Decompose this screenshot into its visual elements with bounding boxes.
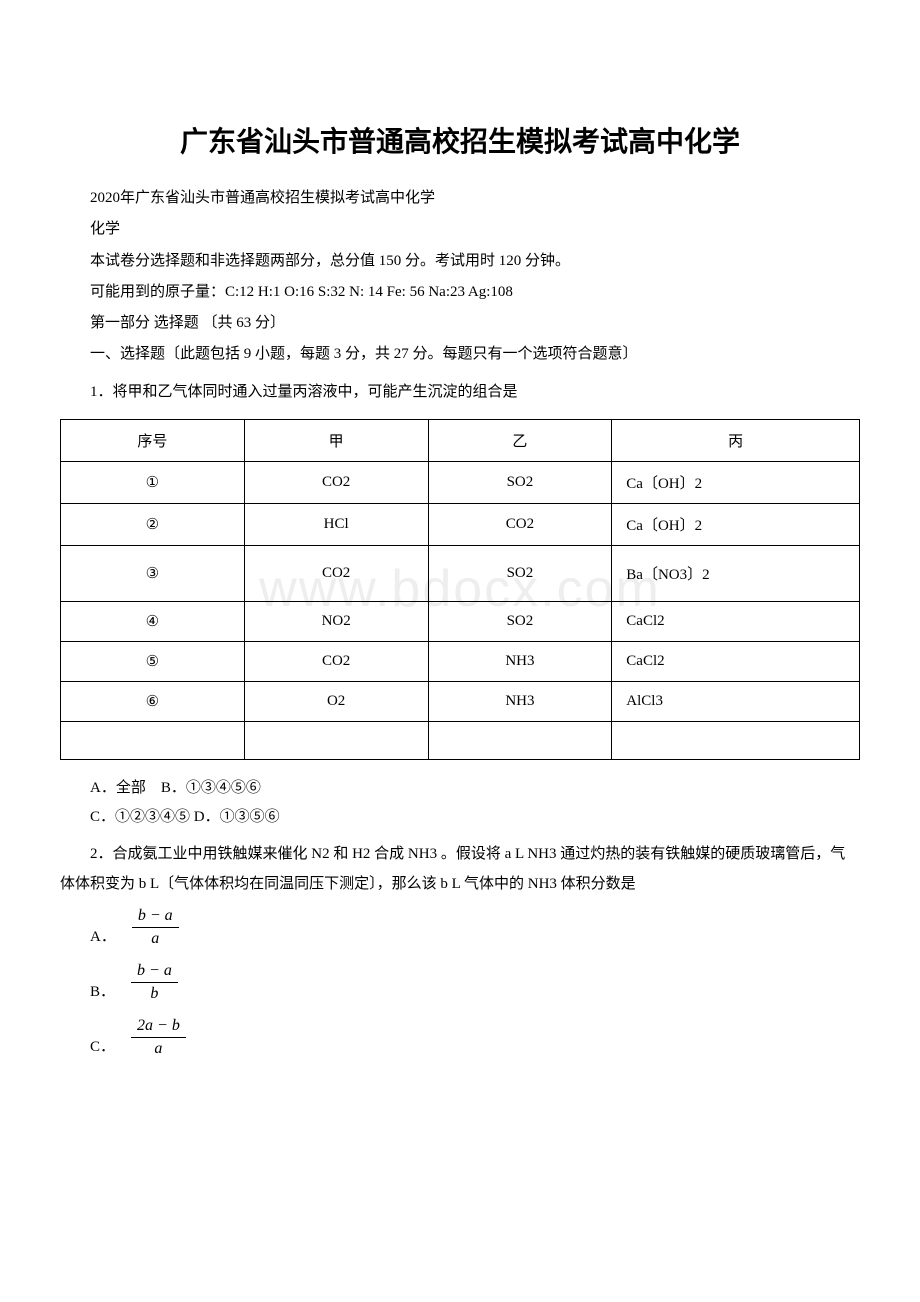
table-row: ③ CO2 SO2 Ba〔NO3〕2 <box>61 545 860 601</box>
table-cell: ⑥ <box>61 681 245 721</box>
table-cell <box>428 721 612 759</box>
q2-option-c: C． 2a − b a <box>90 1017 860 1058</box>
table-cell: SO2 <box>428 601 612 641</box>
table-cell: HCl <box>244 503 428 545</box>
table-cell: SO2 <box>428 461 612 503</box>
option-label: C． <box>90 1035 115 1056</box>
fraction-c: 2a − b a <box>131 1017 186 1058</box>
subject-label: 化学 <box>60 215 860 244</box>
table-cell: O2 <box>244 681 428 721</box>
table-cell: ③ <box>61 545 245 601</box>
table-cell: Ca〔OH〕2 <box>612 461 860 503</box>
table-cell: NO2 <box>244 601 428 641</box>
fraction-b: b − a b <box>131 962 178 1003</box>
exam-info: 本试卷分选择题和非选择题两部分，总分值 150 分。考试用时 120 分钟。 <box>60 247 860 276</box>
table-cell: CO2 <box>428 503 612 545</box>
option-label: B． <box>90 980 115 1001</box>
table-row: ⑤ CO2 NH3 CaCl2 <box>61 641 860 681</box>
table-cell <box>612 721 860 759</box>
page-title: 广东省汕头市普通高校招生模拟考试高中化学 <box>60 120 860 160</box>
question-2: 2．合成氨工业中用铁触媒来催化 N2 和 H2 合成 NH3 。假设将 a L … <box>60 840 860 899</box>
fraction-denominator: a <box>132 928 179 948</box>
table-row: ⑥ O2 NH3 AlCl3 <box>61 681 860 721</box>
subtitle-year: 2020年广东省汕头市普通高校招生模拟考试高中化学 <box>60 184 860 213</box>
table-cell: ① <box>61 461 245 503</box>
table-header: 丙 <box>612 419 860 461</box>
table-row: ④ NO2 SO2 CaCl2 <box>61 601 860 641</box>
table-row: ② HCl CO2 Ca〔OH〕2 <box>61 503 860 545</box>
table-cell: AlCl3 <box>612 681 860 721</box>
table-cell: ⑤ <box>61 641 245 681</box>
table-cell: CaCl2 <box>612 641 860 681</box>
table-header: 序号 <box>61 419 245 461</box>
option-label: A． <box>90 925 116 946</box>
table-cell: Ca〔OH〕2 <box>612 503 860 545</box>
question-1: 1．将甲和乙气体同时通入过量丙溶液中，可能产生沉淀的组合是 <box>60 378 860 407</box>
table-cell: CO2 <box>244 545 428 601</box>
table-cell: NH3 <box>428 681 612 721</box>
q2-option-b: B． b − a b <box>90 962 860 1003</box>
fraction-denominator: a <box>131 1038 186 1058</box>
table-cell: CO2 <box>244 641 428 681</box>
fraction-numerator: 2a − b <box>131 1017 186 1038</box>
table-cell: Ba〔NO3〕2 <box>612 545 860 601</box>
table-cell: ④ <box>61 601 245 641</box>
table-cell: NH3 <box>428 641 612 681</box>
table-container: www.bdocx.com 序号 甲 乙 丙 ① CO2 SO2 Ca〔OH〕2… <box>60 419 860 760</box>
fraction-numerator: b − a <box>131 962 178 983</box>
instruction-text: 一、选择题〔此题包括 9 小题，每题 3 分，共 27 分。每题只有一个选项符合… <box>90 346 638 362</box>
table-cell: CaCl2 <box>612 601 860 641</box>
table-row <box>61 721 860 759</box>
q1-options-line2: C．①②③④⑤ D．①③⑤⑥ <box>60 803 860 832</box>
q1-options-line1: A．全部 B．①③④⑤⑥ <box>60 774 860 803</box>
q2-option-a: A． b − a a <box>90 907 860 948</box>
atomic-mass-info: 可能用到的原子量：C:12 H:1 O:16 S:32 N: 14 Fe: 56… <box>60 278 860 307</box>
table-row: ① CO2 SO2 Ca〔OH〕2 <box>61 461 860 503</box>
data-table: 序号 甲 乙 丙 ① CO2 SO2 Ca〔OH〕2 ② HCl CO2 Ca〔… <box>60 419 860 760</box>
table-header: 甲 <box>244 419 428 461</box>
fraction-denominator: b <box>131 983 178 1003</box>
table-header: 乙 <box>428 419 612 461</box>
section-instructions: 一、选择题〔此题包括 9 小题，每题 3 分，共 27 分。每题只有一个选项符合… <box>60 340 860 369</box>
table-cell <box>61 721 245 759</box>
section-header: 第一部分 选择题 〔共 63 分〕 <box>60 309 860 338</box>
table-cell: ② <box>61 503 245 545</box>
table-cell <box>244 721 428 759</box>
fraction-a: b − a a <box>132 907 179 948</box>
table-cell: CO2 <box>244 461 428 503</box>
fraction-numerator: b − a <box>132 907 179 928</box>
table-row: 序号 甲 乙 丙 <box>61 419 860 461</box>
table-cell: SO2 <box>428 545 612 601</box>
